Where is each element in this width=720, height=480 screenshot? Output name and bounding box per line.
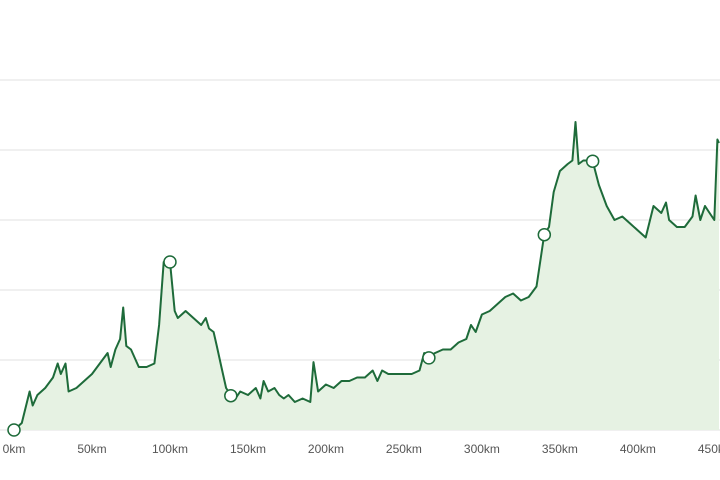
area-fill	[14, 122, 719, 430]
x-tick-label: 50km	[77, 442, 106, 456]
waypoint-marker	[163, 255, 177, 269]
x-tick-label: 300km	[464, 442, 500, 456]
x-tick-label: 150km	[230, 442, 266, 456]
elevation-line	[13, 121, 720, 431]
x-tick-label: 200km	[308, 442, 344, 456]
x-tick-label: 400km	[620, 442, 656, 456]
x-tick-label: 250km	[386, 442, 422, 456]
waypoint-marker	[7, 423, 21, 437]
waypoint-marker	[537, 227, 552, 242]
x-tick-label: 450km	[698, 442, 720, 456]
x-tick-label: 0km	[3, 442, 26, 456]
waypoint-marker	[422, 351, 436, 365]
waypoint-marker	[585, 154, 600, 168]
x-tick-label: 350km	[542, 442, 578, 456]
waypoint-marker	[224, 388, 238, 403]
x-tick-label: 100km	[152, 442, 188, 456]
